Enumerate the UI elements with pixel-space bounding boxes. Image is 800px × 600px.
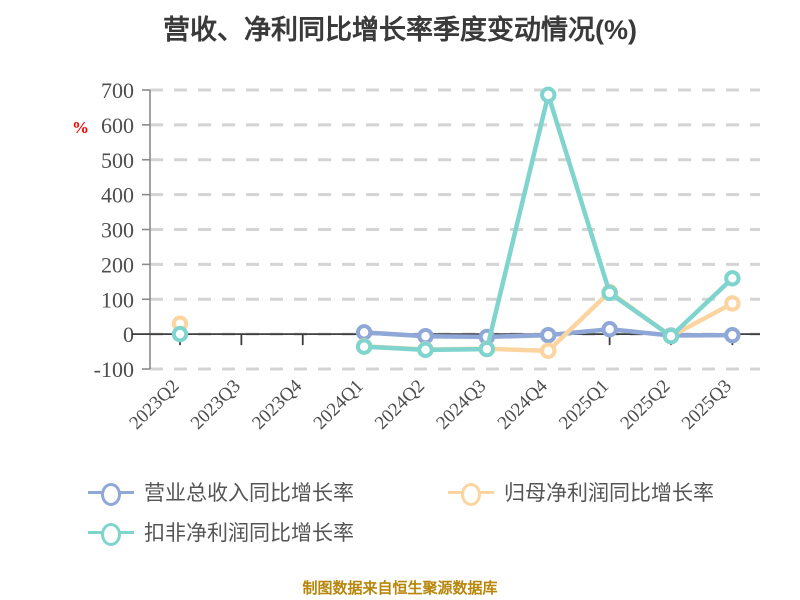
data-point-marker[interactable] bbox=[662, 328, 680, 345]
x-axis-tick-label: 2023Q3 bbox=[187, 376, 245, 434]
y-axis-tick-label: 400 bbox=[101, 183, 134, 208]
legend-label-deducted-profit: 扣非净利润同比增长率 bbox=[144, 522, 354, 545]
x-axis-tick-label: 2023Q2 bbox=[125, 376, 183, 434]
y-axis-tick-label: 300 bbox=[101, 218, 134, 243]
data-point-marker[interactable] bbox=[724, 326, 741, 344]
y-axis-tick-label: 0 bbox=[123, 322, 134, 347]
chart-legend: 营业总收入同比增长率 归母净利润同比增长率 扣非净利润同比增长率 bbox=[88, 472, 748, 552]
x-axis-tick-label: 2024Q4 bbox=[494, 375, 552, 433]
data-point-marker[interactable] bbox=[417, 341, 434, 359]
data-point-marker[interactable] bbox=[417, 328, 434, 345]
x-axis-tick-label: 2025Q1 bbox=[555, 376, 613, 434]
legend-item-deducted-profit[interactable]: 扣非净利润同比增长率 bbox=[88, 517, 448, 547]
x-axis-tick-label: 2025Q3 bbox=[678, 376, 736, 434]
data-point-marker[interactable] bbox=[540, 342, 557, 360]
y-axis-unit-label: % bbox=[72, 118, 89, 137]
x-axis-tick-label: 2024Q1 bbox=[310, 376, 368, 434]
x-axis-tick-label: 2023Q4 bbox=[248, 375, 306, 433]
y-axis-tick-label: 100 bbox=[101, 287, 134, 312]
data-point-marker[interactable] bbox=[540, 326, 557, 344]
data-point-marker[interactable] bbox=[601, 284, 618, 302]
y-axis-tick-label: 500 bbox=[101, 148, 134, 173]
data-point-marker[interactable] bbox=[601, 321, 618, 338]
x-axis-tick-label: 2024Q3 bbox=[432, 376, 490, 434]
x-axis-tick-label: 2025Q2 bbox=[616, 376, 674, 434]
legend-marker-revenue-icon bbox=[88, 481, 134, 506]
legend-item-revenue[interactable]: 营业总收入同比增长率 bbox=[88, 477, 448, 507]
chart-title: 营收、净利同比增长率季度变动情况(%) bbox=[163, 15, 637, 45]
data-point-marker[interactable] bbox=[355, 324, 373, 341]
data-point-marker[interactable] bbox=[540, 86, 557, 104]
data-point-marker[interactable] bbox=[724, 295, 741, 312]
data-point-marker[interactable] bbox=[724, 270, 741, 287]
legend-row-1: 营业总收入同比增长率 归母净利润同比增长率 bbox=[88, 472, 748, 512]
legend-marker-deducted-profit-icon bbox=[88, 521, 134, 546]
data-point-marker[interactable] bbox=[355, 338, 373, 355]
legend-label-revenue: 营业总收入同比增长率 bbox=[144, 482, 354, 505]
y-axis-tick-label: -100 bbox=[94, 357, 134, 382]
footer-source-note: 制图数据来自恒生聚源数据库 bbox=[302, 580, 498, 597]
y-axis-tick-label: 200 bbox=[101, 252, 134, 277]
data-point-marker[interactable] bbox=[478, 340, 496, 358]
legend-item-net-profit[interactable]: 归母净利润同比增长率 bbox=[448, 477, 714, 507]
x-axis-tick-label: 2024Q2 bbox=[371, 376, 429, 434]
legend-marker-net-profit-icon bbox=[448, 481, 494, 506]
y-axis-tick-label: 600 bbox=[101, 113, 134, 138]
legend-row-2: 扣非净利润同比增长率 bbox=[88, 512, 748, 552]
data-point-marker[interactable] bbox=[171, 325, 189, 343]
y-axis-tick-label: 700 bbox=[101, 78, 134, 103]
legend-label-net-profit: 归母净利润同比增长率 bbox=[504, 482, 714, 505]
